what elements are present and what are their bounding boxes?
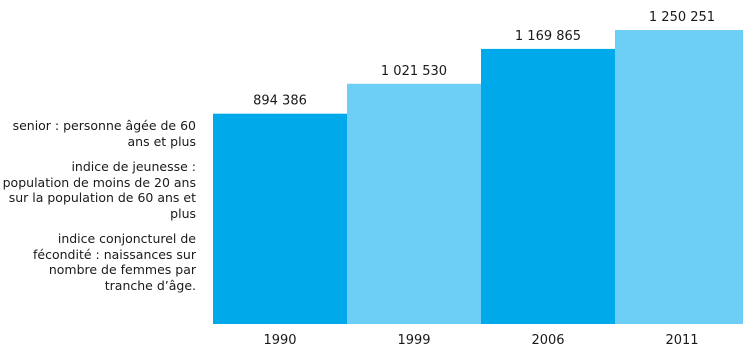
- value-labels-group: 894 386 1 021 530 1 169 865 1 250 251: [253, 10, 715, 109]
- bars-group: [213, 30, 743, 325]
- note-senior: senior : personne âgée de 60 ans et plus: [12, 118, 196, 149]
- bar-1999: [347, 83, 481, 324]
- x-tick-label-2006: 2006: [531, 333, 564, 348]
- note-indice-jeunesse: indice de jeunesse : population de moins…: [2, 159, 196, 221]
- definitions-notes: senior : personne âgée de 60 ans et plus…: [2, 118, 196, 303]
- bar-2011: [615, 30, 743, 324]
- bar-1990: [213, 113, 347, 324]
- x-tick-label-1999: 1999: [397, 333, 430, 348]
- value-label-1990: 894 386: [253, 94, 307, 109]
- x-tick-label-1990: 1990: [263, 333, 296, 348]
- note-indice-fecondite: indice conjoncturel de fécondité : naiss…: [33, 231, 196, 293]
- value-label-1999: 1 021 530: [381, 64, 447, 79]
- value-label-2006: 1 169 865: [515, 29, 581, 44]
- value-label-2011: 1 250 251: [649, 10, 715, 25]
- x-tick-labels-group: 1990 1999 2006 2011: [263, 333, 698, 348]
- bar-2006: [481, 48, 615, 325]
- x-tick-label-2011: 2011: [665, 333, 698, 348]
